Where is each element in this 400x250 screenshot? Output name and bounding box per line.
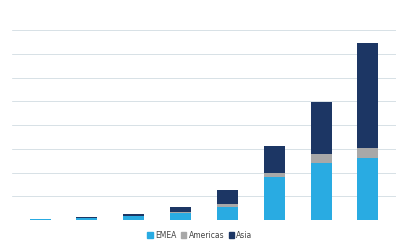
- Text: de Annual Residential PV Installations Paired with Energy Storage by Region (in : de Annual Residential PV Installations P…: [4, 8, 371, 17]
- Bar: [123, 216, 144, 220]
- Bar: [264, 172, 285, 177]
- Bar: [30, 219, 51, 220]
- Bar: [357, 43, 378, 148]
- Bar: [357, 158, 378, 220]
- Bar: [170, 207, 191, 212]
- Bar: [170, 213, 191, 220]
- Bar: [217, 204, 238, 207]
- Bar: [76, 218, 98, 220]
- Bar: [264, 177, 285, 220]
- Bar: [170, 212, 191, 213]
- Bar: [357, 148, 378, 158]
- Bar: [310, 102, 332, 154]
- Bar: [217, 207, 238, 220]
- Bar: [264, 146, 285, 172]
- Legend: EMEA, Americas, Asia: EMEA, Americas, Asia: [144, 228, 256, 242]
- Bar: [310, 163, 332, 220]
- Bar: [310, 154, 332, 163]
- Bar: [123, 214, 144, 216]
- Bar: [217, 190, 238, 204]
